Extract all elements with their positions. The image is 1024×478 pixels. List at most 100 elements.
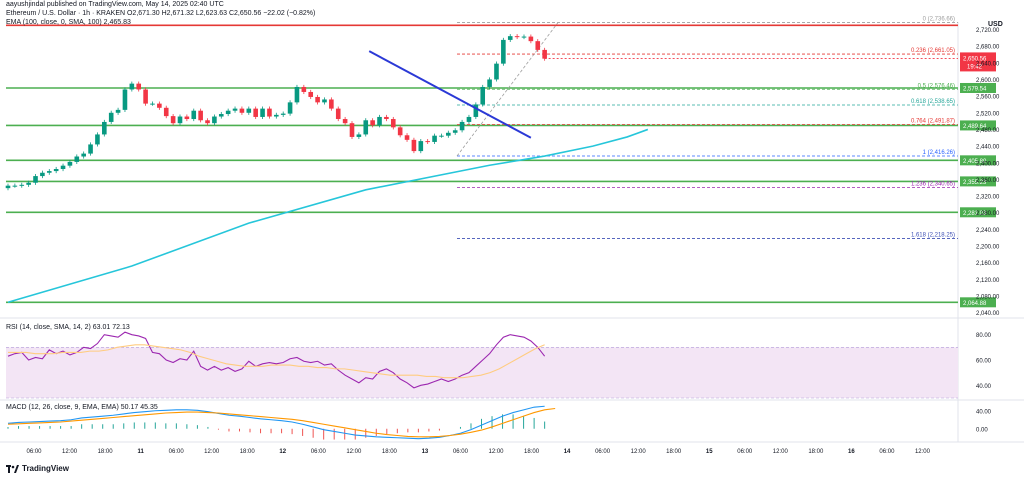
current-price-tag (960, 52, 996, 72)
fib-level-label: 1.236 (2,340.65) (911, 181, 955, 187)
price-tick-label: 2,280.00 (976, 211, 1000, 217)
time-tick-label: 06:00 (879, 449, 895, 455)
candle-body (356, 134, 362, 137)
trendline (368, 50, 532, 139)
candle-body (349, 123, 355, 137)
fib-level-label: 0.5 (2,576.46) (918, 83, 955, 89)
price-tick-label: 2,640.00 (976, 61, 1000, 67)
time-tick-label: 15 (706, 449, 713, 455)
time-tick-label: 16 (848, 449, 855, 455)
level-price-tag (960, 176, 996, 187)
candle-body (274, 114, 279, 117)
price-tick-label: 2,120.00 (976, 278, 1000, 284)
candle-body (191, 110, 197, 120)
candle-body (480, 86, 486, 105)
time-tick-label: 12 (279, 449, 286, 455)
candle-body (60, 165, 66, 169)
candle-body (136, 83, 142, 90)
fib-level-label: 0 (2,736.66) (923, 17, 955, 23)
time-tick-label: 06:00 (737, 449, 753, 455)
candle-body (177, 116, 183, 124)
candle-body (184, 116, 190, 120)
time-tick-label: 18:00 (666, 449, 682, 455)
candle-body (363, 120, 369, 135)
rsi-tick-label: 60.00 (976, 359, 992, 365)
level-price-tag (960, 297, 996, 308)
macd-pane: 40.00 0.00 (7, 405, 992, 440)
currency-label: USD (988, 21, 1003, 28)
fib-level-label: 1 (2,416.26) (923, 150, 955, 156)
macd-legend: MACD (12, 26, close, 9, EMA, EMA) 50.17 … (6, 404, 158, 411)
candle-body (397, 127, 403, 136)
time-tick-label: 18:00 (98, 449, 114, 455)
rsi-ma-line (8, 344, 545, 379)
macd-tick-label: 0.00 (976, 427, 988, 433)
price-axis: 2,720.00 2,680.00 2,640.00 2,600.00 2,560.00… (976, 28, 1000, 317)
time-tick-label: 06:00 (453, 449, 469, 455)
candle-body (452, 130, 458, 133)
footer-brand[interactable]: TradingView (6, 464, 69, 473)
candles (5, 34, 547, 191)
time-tick-label: 12:00 (346, 449, 362, 455)
candle-body (108, 112, 114, 122)
candle-body (81, 153, 86, 157)
candle-body (163, 107, 169, 117)
fibonacci-retracement: 0 (2,736.66) 0.236 (2,661.05) 0.5 (2,576.4… (456, 17, 958, 239)
ema-legend: EMA (100, close, 0, SMA, 100) 2,465.83 (6, 19, 131, 26)
candle-body (260, 108, 265, 117)
candle-body (218, 114, 224, 117)
time-axis: 06:00 12:00 18:00 11 06:00 12:00 18:00 12 06:00 1… (26, 449, 930, 455)
time-tick-label: 12:00 (62, 449, 78, 455)
candle-body (528, 36, 534, 42)
candle-body (88, 144, 93, 154)
macd-tick-label: 40.00 (976, 409, 992, 415)
footer-brand-text: TradingView (22, 464, 69, 473)
candle-body (377, 116, 382, 126)
candle-body (521, 36, 527, 38)
candle-body (157, 103, 162, 108)
candle-body (439, 135, 444, 137)
candle-body (308, 91, 314, 97)
price-tick-label: 2,520.00 (976, 111, 1000, 117)
candle-body (487, 79, 492, 87)
fib-level-label: 1.618 (2,218.25) (911, 232, 955, 238)
candle-body (370, 120, 375, 126)
time-tick-label: 14 (564, 449, 571, 455)
macd-signal-line (7, 407, 556, 438)
candle-body (411, 139, 417, 152)
ema100-line (7, 128, 649, 304)
price-tick-label: 2,560.00 (976, 95, 1000, 101)
candle-body (53, 169, 59, 172)
level-price-tag-label: 2,064.88 (963, 301, 987, 307)
candle-body (246, 108, 252, 113)
candle-body (335, 108, 341, 120)
candle-body (33, 176, 38, 183)
candle-body (507, 36, 513, 40)
level-price-tag-label: 2,405.80 (963, 159, 987, 165)
time-tick-label: 12:00 (488, 449, 504, 455)
candle-body (129, 83, 135, 90)
level-price-tag (960, 155, 996, 166)
candle-body (26, 182, 31, 185)
candle-body (232, 108, 238, 111)
level-price-tag-label: 2,489.64 (963, 124, 987, 130)
candle-body (267, 108, 272, 117)
candle-body (287, 102, 293, 114)
price-tick-label: 2,320.00 (976, 195, 1000, 201)
candle-body (95, 134, 100, 145)
price-tick-label: 2,200.00 (976, 245, 1000, 251)
candle-body (466, 116, 472, 122)
rsi-pane: 80.00 60.00 40.00 (6, 331, 992, 399)
candle-body (473, 104, 479, 117)
candle-body (46, 171, 52, 173)
time-tick-label: 11 (137, 449, 144, 455)
candle-body (542, 49, 547, 59)
ema-line (7, 128, 649, 304)
fib-level-label: 0.236 (2,661.05) (911, 48, 955, 54)
rsi-line (7, 331, 546, 389)
candle-body (19, 184, 25, 186)
candle-body (115, 109, 121, 113)
rsi-legend: RSI (14, close, SMA, 14, 2) 63.01 72.13 (6, 324, 130, 331)
time-tick-label: 13 (422, 449, 429, 455)
